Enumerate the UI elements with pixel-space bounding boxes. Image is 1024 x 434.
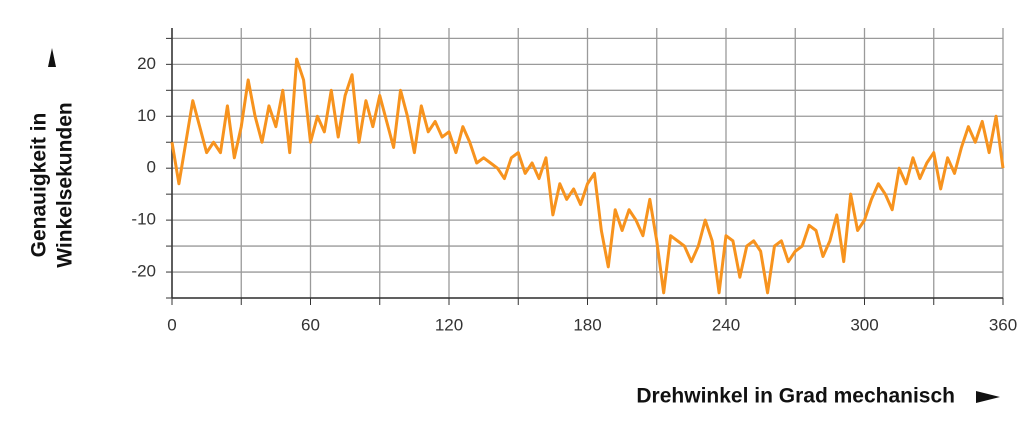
y-axis-title: Genauigkeit in: [28, 113, 51, 258]
x-tick-label: 360: [989, 315, 1017, 334]
data-line: [170, 57, 1005, 295]
x-tick-label: 60: [301, 315, 320, 334]
x-tick-label: 0: [167, 315, 176, 334]
y-tick-label: 20: [137, 54, 156, 73]
x-tick-label: 120: [435, 315, 463, 334]
y-tick-label: 10: [137, 106, 156, 125]
x-tick-label: 180: [573, 315, 601, 334]
y-tick-label: -20: [131, 262, 156, 281]
y-arrow: [48, 48, 56, 67]
y-tick-label: 0: [147, 158, 156, 177]
x-tick-label: 300: [850, 315, 878, 334]
y-axis-title: Winkelsekunden: [54, 102, 77, 268]
x-tick-label: 240: [712, 315, 740, 334]
x-arrow: [976, 391, 1000, 403]
y-tick-label: -10: [131, 210, 156, 229]
x-axis-title: Drehwinkel in Grad mechanisch: [636, 385, 955, 408]
